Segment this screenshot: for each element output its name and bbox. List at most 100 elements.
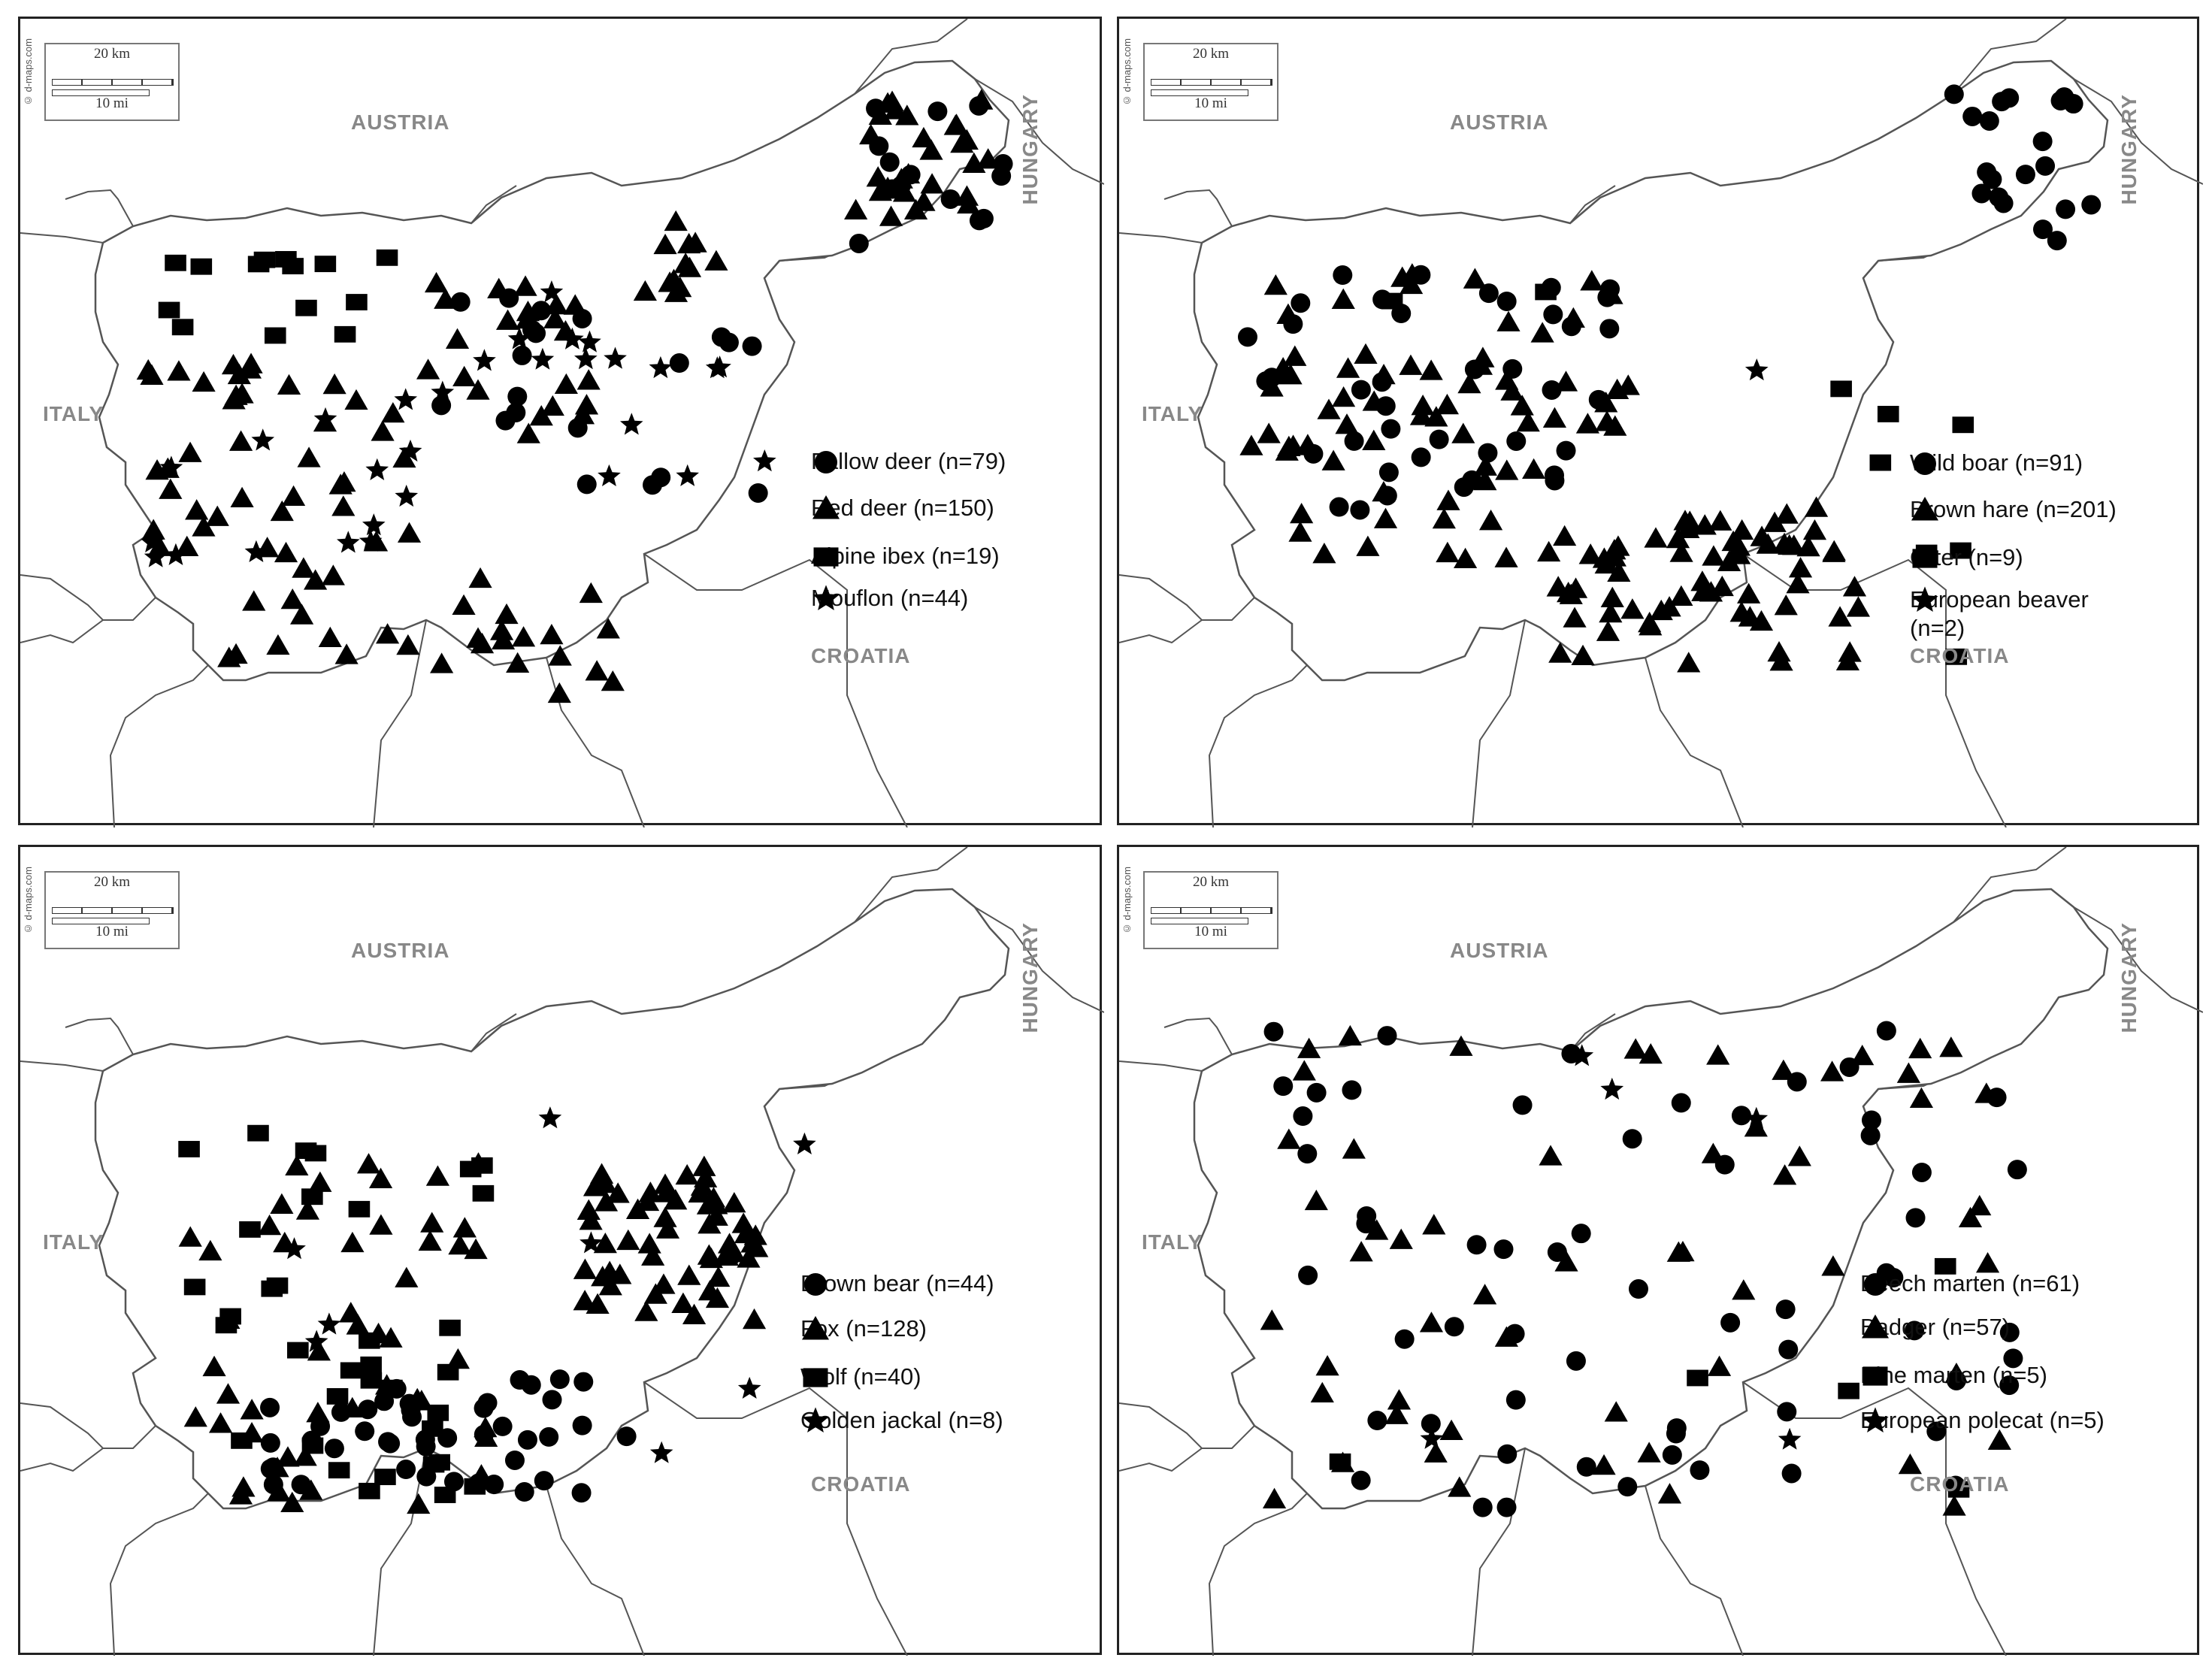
neighbour-border-line [20,1060,104,1072]
circle-marker [1622,1129,1642,1149]
legend-label: Wild boar (n=91) [1910,449,2083,477]
triangle-marker [290,604,314,625]
legend-item: Pine marten (n=5) [1860,1361,2047,1390]
triangle-marker [1510,395,1534,416]
circle-marker [1291,293,1311,313]
triangle-marker [606,1182,630,1203]
triangle-marker [344,389,368,410]
circle-marker [1375,396,1396,416]
star-marker [604,346,627,369]
square-marker [1952,416,1974,434]
circle-marker [719,332,739,352]
triangle-marker [1603,415,1627,436]
triangle-marker [1763,511,1787,532]
triangle-marker [1422,1214,1446,1235]
star-marker [1778,1427,1802,1450]
triangle-marker [446,1348,470,1369]
triangle-marker [1451,422,1475,443]
circle-marker [572,308,592,328]
circle-marker [260,1432,280,1453]
triangle-marker [1283,345,1307,366]
triangle-legend-mark [802,1316,829,1340]
star-legend-icon [802,1407,829,1432]
circle-marker [504,1450,525,1470]
circle-marker [991,166,1012,186]
square-marker [381,1379,403,1396]
map-canvas [1119,847,2203,1656]
triangle-marker [430,652,454,673]
square-marker [1838,1382,1859,1399]
circle-marker [1905,1208,1926,1228]
square-marker [328,1462,350,1479]
triangle-marker [192,371,216,392]
neighbour-border-line [643,1381,908,1656]
circle-marker [1444,1317,1464,1337]
triangle-marker [1349,1241,1373,1262]
star-marker [337,531,360,553]
triangle-marker [1399,354,1423,375]
scale-bar: 20 km 10 mi [44,871,180,949]
circle-marker [443,1472,464,1492]
square-marker [471,1157,493,1174]
triangle-marker [1975,1252,2000,1273]
triangle-marker [1338,1024,1362,1046]
circle-marker [969,95,989,116]
star-marker [365,458,389,480]
triangle-marker [737,1247,761,1268]
star-marker [164,543,188,565]
scale-mi-bar [52,918,150,924]
square-marker [178,1141,200,1157]
triangle-marker [1604,1401,1628,1422]
triangle-marker [1822,541,1846,562]
neighbour-border-line [1472,1448,1526,1656]
country-label-croatia: CROATIA [1910,644,2010,667]
triangle-marker [205,505,229,526]
triangle-marker [554,373,578,395]
square-legend-mark [1862,1366,1888,1386]
triangle-marker [1638,611,1662,633]
triangle-marker [183,1406,207,1427]
triangle-marker [1756,533,1780,554]
circle-marker [1617,1477,1638,1497]
circle-legend-icon [1864,1273,1887,1296]
triangle-marker [1644,527,1668,548]
star-marker [317,1312,341,1335]
square-marker [1945,648,1968,665]
triangle-marker [1649,599,1673,621]
scale-km-bar [1151,79,1272,86]
triangle-marker [178,1226,202,1247]
triangle-marker [1842,576,1867,597]
triangle-marker [740,1232,764,1253]
triangle-marker [576,369,601,390]
triangle-marker [407,1493,431,1514]
legend-label-line: Beech marten (n=61) [1860,1270,2080,1296]
neighbour-border-line [1119,619,1203,644]
triangle-marker [636,1190,660,1212]
circle-marker [669,353,689,374]
circle-marker [1989,187,2009,207]
triangle-marker [1387,1389,1412,1410]
square-marker [464,1478,486,1495]
square-marker [1535,283,1557,301]
map-panel-mustelids: 20 km 10 mi © d-maps.com AUSTRIA ITALY CROATI… [1117,845,2203,1656]
circle-marker [1911,1162,1932,1182]
triangle-marker [1554,371,1578,392]
triangle-marker [682,1303,707,1324]
triangle-marker [1362,390,1386,411]
triangle-marker [1693,514,1717,535]
triangle-marker [1908,1037,1932,1059]
triangle-marker [1276,303,1300,324]
square-marker [334,325,356,343]
star-legend-mark [802,1407,829,1432]
legend-item: Golden jackal (n=8) [800,1406,1003,1435]
triangle-marker [697,1279,722,1301]
triangle-marker [452,594,476,616]
circle-marker [517,1429,537,1450]
circle-marker [1662,1445,1682,1465]
triangle-marker [299,1479,323,1500]
triangle-marker [1599,283,1623,304]
circle-marker [866,98,886,119]
triangle-marker [1537,540,1561,562]
star-marker [574,347,598,370]
triangle-marker [1592,1454,1616,1475]
